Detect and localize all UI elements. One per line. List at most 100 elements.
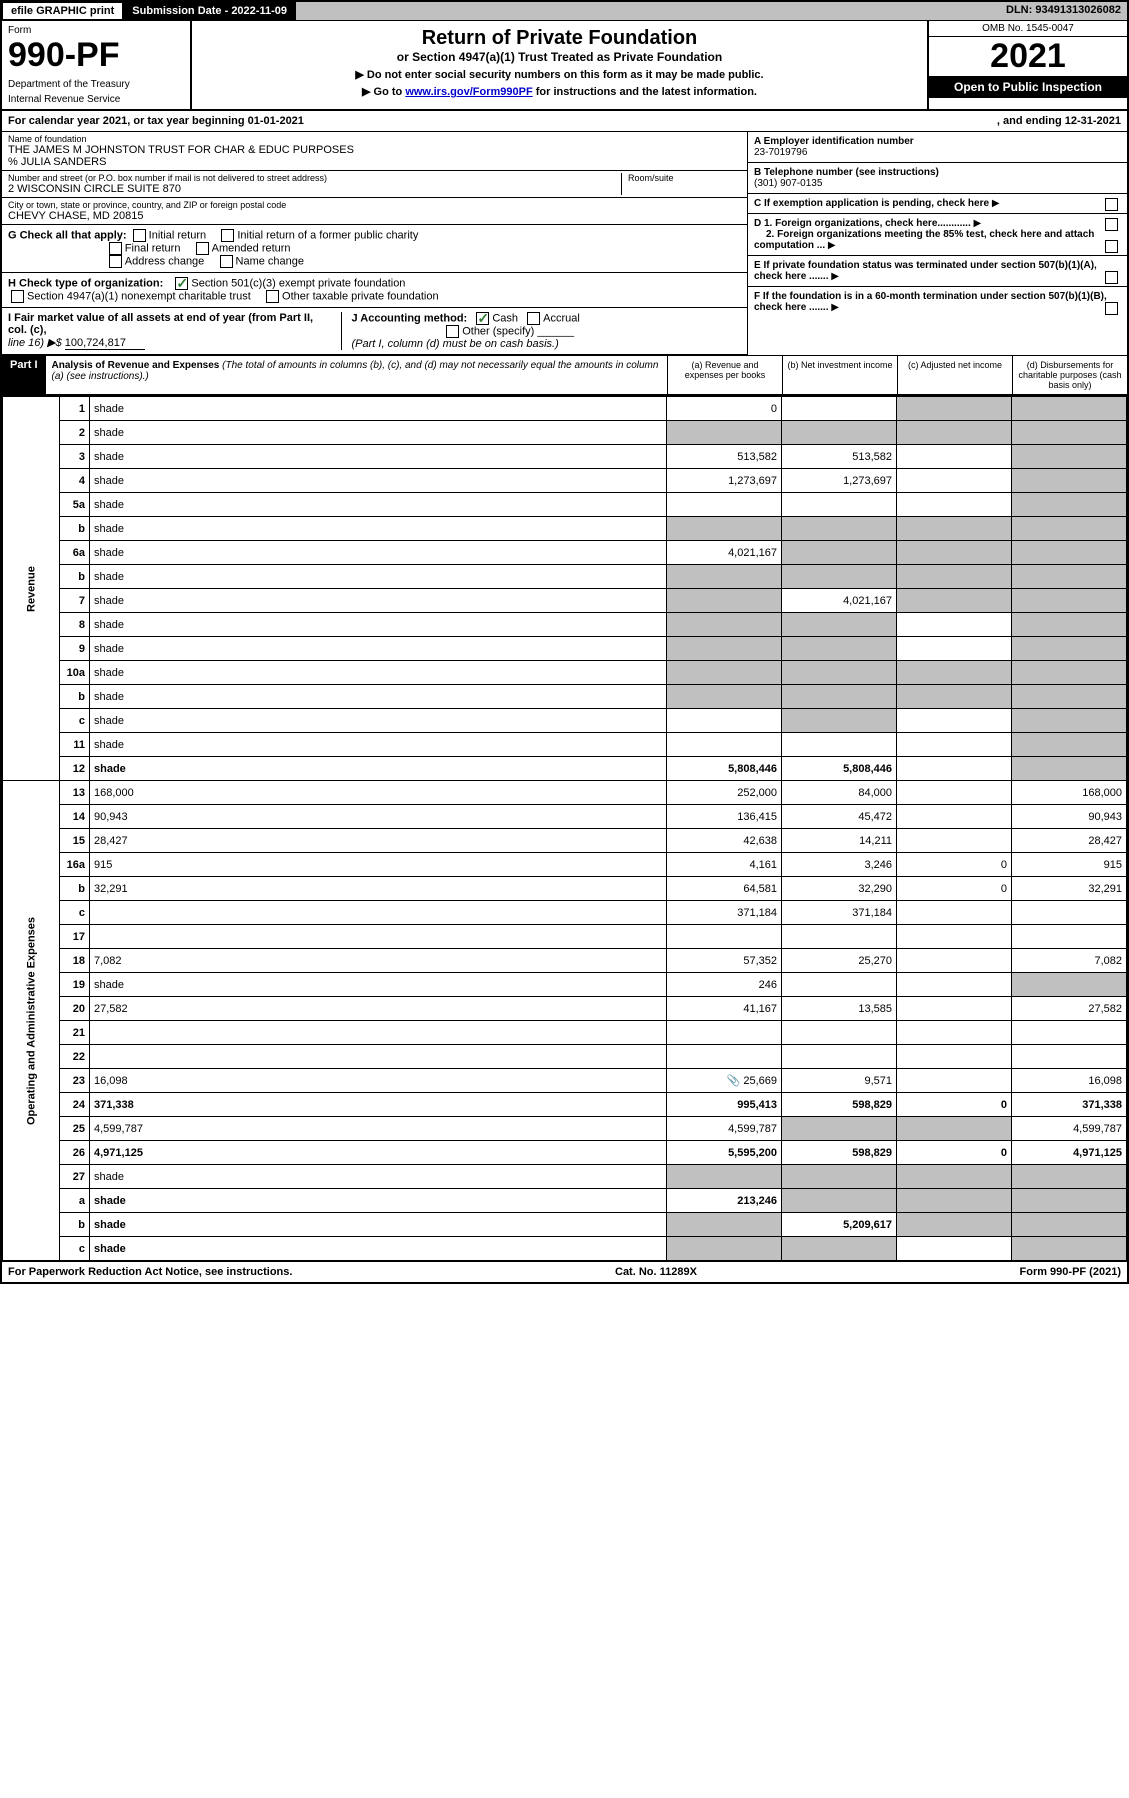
- 501c3-label: Section 501(c)(3) exempt private foundat…: [191, 277, 405, 289]
- col-a-header: (a) Revenue and expenses per books: [667, 356, 782, 394]
- d1-foreign-checkbox[interactable]: [1105, 218, 1118, 231]
- table-row: 22: [3, 1045, 1127, 1069]
- fmv-value: 100,724,817: [65, 337, 145, 350]
- table-row: 2 shade: [3, 421, 1127, 445]
- part1-title: Analysis of Revenue and Expenses: [52, 360, 220, 371]
- table-row: 9 shade: [3, 637, 1127, 661]
- table-row: c shade: [3, 709, 1127, 733]
- attachment-icon[interactable]: 📎: [727, 1075, 741, 1087]
- other-specify-checkbox[interactable]: [446, 325, 459, 338]
- table-row: 23 16,098 📎 25,6699,57116,098: [3, 1069, 1127, 1093]
- table-row: 7 shade 4,021,167: [3, 589, 1127, 613]
- form-ref: Form 990-PF (2021): [1020, 1266, 1121, 1278]
- street-address: 2 WISCONSIN CIRCLE SUITE 870: [8, 183, 621, 195]
- table-row: 18 7,082 57,35225,2707,082: [3, 949, 1127, 973]
- accrual-label: Accrual: [543, 312, 580, 324]
- instructions-link[interactable]: www.irs.gov/Form990PF: [405, 86, 532, 98]
- table-row: 21: [3, 1021, 1127, 1045]
- other-taxable-checkbox[interactable]: [266, 290, 279, 303]
- ein-label: A Employer identification number: [754, 136, 1121, 147]
- ein-value: 23-7019796: [754, 147, 1121, 158]
- table-row: 19 shade 246: [3, 973, 1127, 997]
- table-row: 15 28,427 42,63814,21128,427: [3, 829, 1127, 853]
- table-row: 11 shade: [3, 733, 1127, 757]
- cash-label: Cash: [492, 312, 518, 324]
- g-check-label: G Check all that apply:: [8, 229, 127, 241]
- 4947a1-label: Section 4947(a)(1) nonexempt charitable …: [27, 290, 251, 302]
- city-label: City or town, state or province, country…: [8, 200, 741, 210]
- other-specify-label: Other (specify): [462, 325, 534, 337]
- table-row: 10a shade: [3, 661, 1127, 685]
- part1-header: Part I: [2, 356, 46, 394]
- analysis-table: Revenue 1 shade 0 2 shade 3 shade 513,58…: [2, 396, 1127, 1261]
- name-change-label: Name change: [236, 255, 305, 267]
- d2-foreign-checkbox[interactable]: [1105, 240, 1118, 253]
- accrual-checkbox[interactable]: [527, 312, 540, 325]
- table-row: 25 4,599,787 4,599,7874,599,787: [3, 1117, 1127, 1141]
- table-row: 26 4,971,125 5,595,200598,82904,971,125: [3, 1141, 1127, 1165]
- street-label: Number and street (or P.O. box number if…: [8, 173, 621, 183]
- city-state-zip: CHEVY CHASE, MD 20815: [8, 210, 741, 222]
- tax-year: 2021: [929, 37, 1127, 76]
- other-taxable-label: Other taxable private foundation: [282, 290, 439, 302]
- open-to-public: Open to Public Inspection: [929, 76, 1127, 98]
- table-row: 5a shade: [3, 493, 1127, 517]
- table-row: 8 shade: [3, 613, 1127, 637]
- d1-foreign-label: D 1. Foreign organizations, check here..…: [754, 218, 971, 229]
- table-row: 17: [3, 925, 1127, 949]
- e-terminated-label: E If private foundation status was termi…: [754, 260, 1097, 282]
- table-row: 6a shade 4,021,167: [3, 541, 1127, 565]
- 4947a1-checkbox[interactable]: [11, 290, 24, 303]
- table-row: c 371,184371,184: [3, 901, 1127, 925]
- topbar: efile GRAPHIC print Submission Date - 20…: [2, 2, 1127, 21]
- care-of: % JULIA SANDERS: [8, 156, 741, 168]
- phone-label: B Telephone number (see instructions): [754, 167, 1121, 178]
- e-terminated-checkbox[interactable]: [1105, 271, 1118, 284]
- calendar-year-text: For calendar year 2021, or tax year begi…: [8, 115, 304, 127]
- form-title: Return of Private Foundation: [198, 27, 921, 50]
- form-subtitle: or Section 4947(a)(1) Trust Treated as P…: [198, 50, 921, 64]
- final-return-checkbox[interactable]: [109, 242, 122, 255]
- paperwork-notice: For Paperwork Reduction Act Notice, see …: [8, 1266, 292, 1278]
- table-row: Operating and Administrative Expenses 13…: [3, 781, 1127, 805]
- table-row: Revenue 1 shade 0: [3, 397, 1127, 421]
- i-line-ref: line 16) ▶$: [8, 337, 62, 349]
- table-row: 27 shade: [3, 1165, 1127, 1189]
- i-fmv-label: I Fair market value of all assets at end…: [8, 312, 313, 336]
- foundation-name: THE JAMES M JOHNSTON TRUST FOR CHAR & ED…: [8, 144, 741, 156]
- address-change-checkbox[interactable]: [109, 255, 122, 268]
- initial-return-checkbox[interactable]: [133, 229, 146, 242]
- table-row: 12 shade 5,808,4465,808,446: [3, 757, 1127, 781]
- table-row: c shade: [3, 1237, 1127, 1261]
- calendar-ending: , and ending 12-31-2021: [997, 115, 1121, 127]
- cash-basis-note: (Part I, column (d) must be on cash basi…: [352, 338, 559, 350]
- cat-number: Cat. No. 11289X: [615, 1266, 697, 1278]
- initial-return-former-checkbox[interactable]: [221, 229, 234, 242]
- dept-irs: Internal Revenue Service: [8, 94, 184, 105]
- c-exemption-label: C If exemption application is pending, c…: [754, 198, 989, 209]
- table-row: 24 371,338 995,413598,8290371,338: [3, 1093, 1127, 1117]
- c-exemption-checkbox[interactable]: [1105, 198, 1118, 211]
- col-c-header: (c) Adjusted net income: [897, 356, 1012, 394]
- amended-return-checkbox[interactable]: [196, 242, 209, 255]
- table-row: a shade 213,246: [3, 1189, 1127, 1213]
- table-row: 3 shade 513,582513,582: [3, 445, 1127, 469]
- table-row: 16a 915 4,1613,2460915: [3, 853, 1127, 877]
- name-change-checkbox[interactable]: [220, 255, 233, 268]
- phone-value: (301) 907-0135: [754, 178, 1121, 189]
- cash-checkbox[interactable]: [476, 312, 489, 325]
- h-check-label: H Check type of organization:: [8, 277, 163, 289]
- col-d-header: (d) Disbursements for charitable purpose…: [1012, 356, 1127, 394]
- 501c3-checkbox[interactable]: [175, 277, 188, 290]
- ssn-warning: ▶ Do not enter social security numbers o…: [198, 68, 921, 81]
- omb-number: OMB No. 1545-0047: [929, 21, 1127, 37]
- table-row: b shade 5,209,617: [3, 1213, 1127, 1237]
- table-row: b 32,291 64,58132,290032,291: [3, 877, 1127, 901]
- table-row: 4 shade 1,273,6971,273,697: [3, 469, 1127, 493]
- table-row: 20 27,582 41,16713,58527,582: [3, 997, 1127, 1021]
- f-60month-checkbox[interactable]: [1105, 302, 1118, 315]
- efile-print-button[interactable]: efile GRAPHIC print: [2, 2, 123, 20]
- instructions-note: ▶ Go to www.irs.gov/Form990PF for instru…: [198, 85, 921, 98]
- j-accounting-label: J Accounting method:: [352, 312, 468, 324]
- table-row: b shade: [3, 565, 1127, 589]
